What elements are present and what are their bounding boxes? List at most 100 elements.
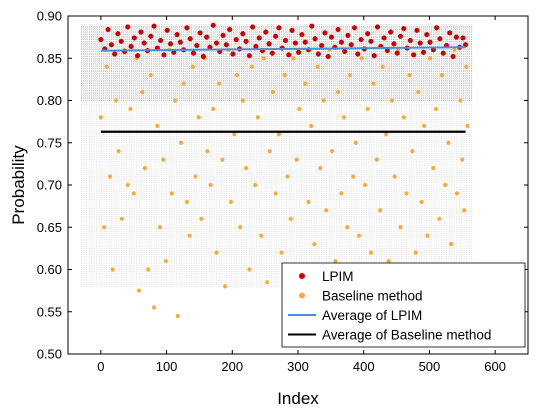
baseline-point — [465, 123, 470, 128]
baseline-point — [353, 140, 358, 145]
baseline-point — [419, 199, 424, 204]
baseline-point — [175, 313, 180, 319]
grid — [81, 24, 473, 287]
x-axis-title: Index — [277, 389, 319, 408]
baseline-point — [427, 56, 433, 61]
lpim-point — [325, 54, 331, 60]
lpim-point — [112, 51, 118, 57]
lpim-point — [148, 33, 154, 39]
lpim-point — [351, 25, 358, 31]
baseline-point — [142, 166, 147, 171]
baseline-point — [288, 216, 293, 221]
x-tick-label: 400 — [353, 359, 375, 374]
legend-marker — [299, 292, 305, 299]
baseline-point — [294, 157, 299, 162]
baseline-point — [333, 258, 338, 264]
baseline-point — [279, 250, 284, 255]
x-tick-label: 300 — [287, 359, 309, 374]
lpim-point — [296, 49, 302, 55]
lpim-point — [98, 37, 104, 43]
y-tick-label: 0.60 — [37, 262, 62, 277]
baseline-point — [365, 106, 370, 112]
lpim-point — [174, 32, 180, 38]
x-tick-label: 600 — [484, 359, 506, 374]
baseline-point — [107, 174, 113, 179]
x-tick-label: 0 — [97, 359, 104, 374]
legend-box — [281, 262, 526, 348]
baseline-point — [163, 258, 169, 264]
lpim-point — [204, 34, 210, 40]
y-tick-label: 0.50 — [37, 347, 62, 362]
baseline-point — [309, 123, 314, 128]
x-tick-label: 500 — [419, 359, 441, 374]
y-tick-label: 0.70 — [37, 178, 62, 193]
baseline-point — [259, 233, 264, 238]
baseline-point — [240, 98, 245, 103]
lpim-point — [312, 36, 318, 42]
lpim-point — [309, 23, 315, 29]
lpim-point — [371, 53, 377, 59]
lpim-point — [213, 40, 220, 46]
lpim-point — [381, 35, 387, 41]
data-layer — [98, 22, 470, 319]
lpim-point — [190, 50, 197, 56]
baseline-point — [125, 182, 130, 188]
baseline-point — [222, 284, 228, 289]
baseline-point — [318, 166, 323, 171]
legend-label: Average of Baseline method — [322, 328, 491, 343]
lpim-point — [197, 30, 203, 36]
lpim-point — [338, 39, 344, 45]
baseline-point — [407, 73, 412, 78]
lpim-point — [437, 36, 443, 42]
baseline-point — [422, 123, 427, 128]
y-tick-label: 0.55 — [37, 304, 62, 319]
baseline-point — [119, 216, 124, 221]
lpim-point — [397, 33, 404, 39]
baseline-point — [462, 208, 467, 213]
lpim-point — [128, 43, 134, 49]
baseline-point — [261, 56, 266, 61]
y-tick-label: 0.90 — [37, 9, 62, 24]
lpim-point — [460, 35, 466, 41]
lpim-point — [227, 26, 233, 33]
baseline-point — [386, 258, 391, 264]
lpim-point — [335, 26, 341, 33]
lpim-point — [177, 39, 183, 45]
legend-label: LPIM — [322, 269, 354, 284]
lpim-point — [401, 26, 407, 32]
lpim-point — [233, 37, 239, 43]
baseline-point — [460, 157, 465, 162]
baseline-point — [324, 208, 329, 213]
lpim-point — [414, 27, 420, 33]
baseline-point — [321, 98, 326, 103]
lpim-point — [391, 41, 397, 47]
lpim-point — [407, 37, 413, 44]
baseline-point — [276, 132, 282, 137]
baseline-point — [368, 250, 374, 255]
lpim-point — [161, 52, 167, 58]
baseline-point — [116, 149, 121, 154]
baseline-point — [431, 166, 436, 171]
lpim-point — [269, 50, 275, 56]
baseline-point — [306, 199, 311, 204]
baseline-point — [148, 73, 153, 78]
baseline-point — [452, 47, 457, 52]
baseline-point — [187, 233, 192, 238]
lpim-point — [299, 32, 305, 38]
baseline-point — [173, 98, 178, 103]
baseline-point — [312, 242, 317, 247]
lpim-point — [167, 41, 174, 47]
baseline-point — [339, 191, 344, 196]
baseline-point — [446, 140, 451, 145]
baseline-point — [113, 98, 119, 103]
baseline-point — [253, 182, 258, 188]
lpim-point — [220, 32, 226, 38]
baseline-point — [425, 233, 430, 238]
baseline-point — [98, 115, 103, 120]
legend-marker — [299, 273, 305, 279]
baseline-point — [136, 288, 142, 293]
lpim-point — [240, 31, 246, 37]
baseline-point — [303, 81, 308, 86]
lpim-point — [440, 50, 446, 56]
